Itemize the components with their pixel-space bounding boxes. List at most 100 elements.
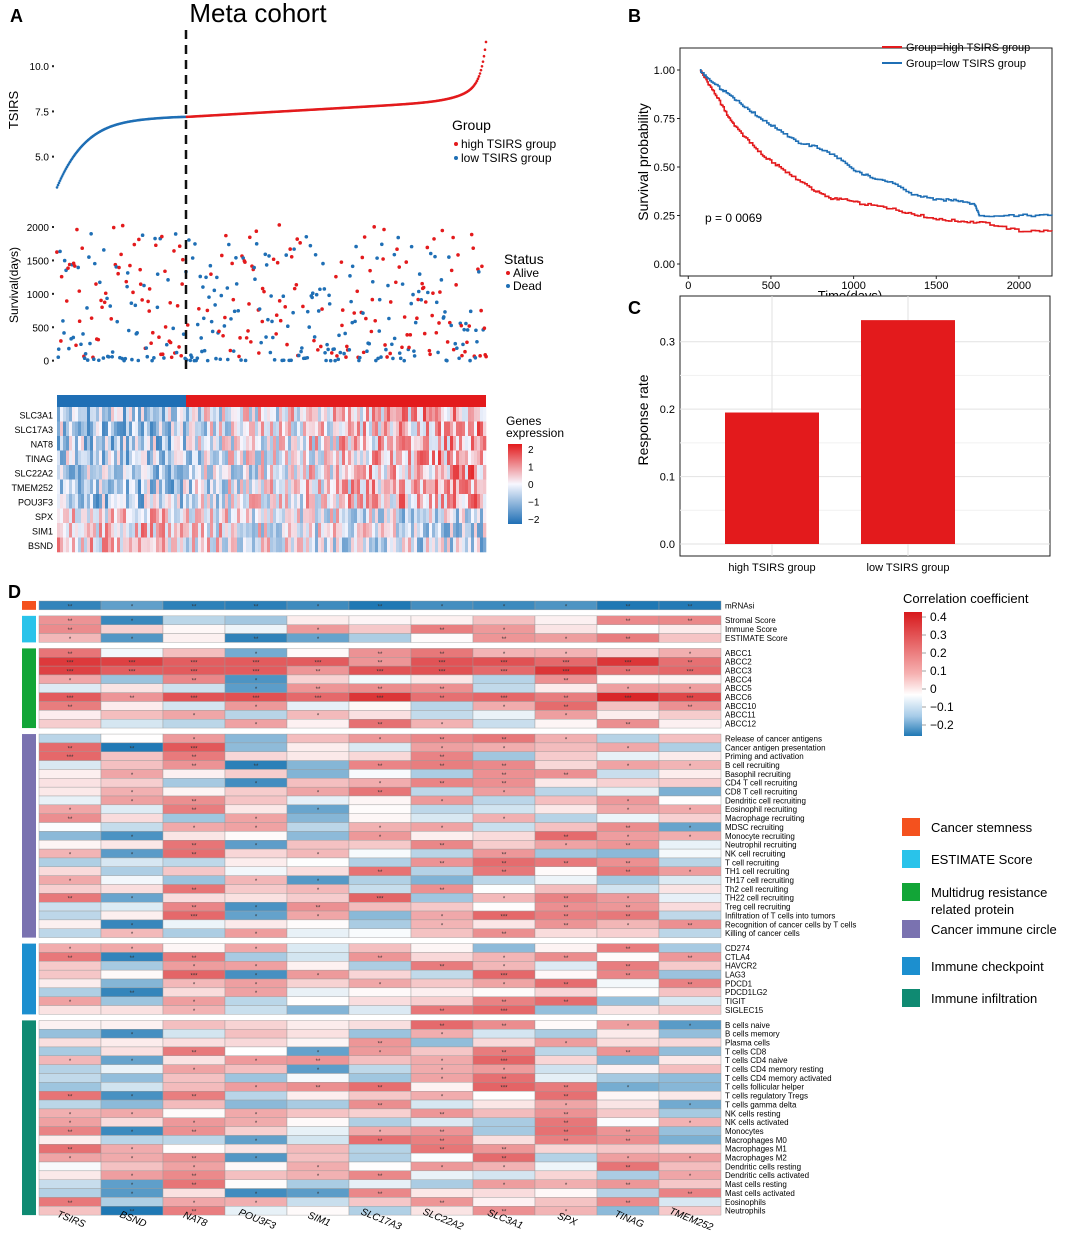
corr-significance: *** [190, 669, 198, 675]
corr-cell [38, 710, 102, 720]
corr-cell [286, 978, 350, 989]
gene-heat-cell [321, 537, 325, 553]
corr-cell [162, 987, 226, 997]
status-legend-alive: Alive [513, 266, 539, 280]
corr-cell [534, 987, 598, 997]
corr-cell [38, 1188, 102, 1198]
corr-significance: ** [378, 687, 383, 693]
survival-point [402, 358, 407, 363]
gene-heat-cell [393, 523, 397, 538]
gene-heat-cell [150, 436, 154, 451]
gene-heat-cell [192, 407, 196, 422]
gene-heat-cell [441, 494, 445, 509]
survival-point [237, 354, 241, 359]
corr-cell [348, 1144, 412, 1154]
gene-heat-cell [222, 436, 226, 451]
gene-heat-cell [462, 494, 466, 509]
survival-point [181, 257, 185, 262]
corr-cell [410, 866, 474, 876]
survival-point [324, 358, 328, 363]
gene-heat-cell [471, 523, 475, 538]
gene-heat-cell [444, 523, 448, 538]
gene-heat-cell [126, 479, 130, 495]
gene-heat-cell [204, 421, 208, 437]
gene-heat-cell [267, 407, 271, 422]
gene-heat-cell [81, 494, 85, 509]
corr-significance: ** [440, 1130, 445, 1136]
risk-point [480, 64, 484, 68]
gene-heat-cell [291, 523, 295, 538]
corr-cell [658, 633, 722, 643]
gene-heat-cell [294, 407, 298, 422]
survival-point [407, 345, 411, 350]
gene-heat-cell [468, 523, 472, 538]
corr-cell [286, 778, 350, 788]
gene-heat-cell [105, 494, 109, 509]
gene-heat-cell [252, 523, 256, 538]
survival-point [329, 351, 334, 355]
km-ytick-label: 1.00 [654, 65, 675, 77]
survival-point [180, 282, 184, 286]
corr-row-label: Eosinophil recruiting [725, 805, 797, 814]
gene-heat-cell [87, 407, 91, 422]
gene-heat-cell [126, 508, 130, 524]
gene-heat-cell [378, 465, 382, 480]
gene-heat-cell [390, 537, 394, 553]
gene-heat-cell [108, 436, 112, 451]
gene-heat-cell [327, 465, 331, 480]
gene-heat-cell [108, 450, 112, 466]
corr-significance: *** [66, 661, 74, 667]
gene-heat-cell [162, 508, 166, 524]
corr-significance: *** [190, 661, 198, 667]
corr-significance: * [317, 808, 320, 814]
corr-significance: * [441, 746, 444, 752]
gene-heat-cell [456, 537, 460, 553]
gene-heat-cell [342, 479, 346, 495]
gene-heat-cell [105, 479, 109, 495]
gene-heat-cell [342, 407, 346, 422]
gene-heat-cell [186, 508, 190, 524]
category-legend-label: related protein [931, 902, 1014, 917]
gene-heat-cell [189, 421, 193, 437]
corr-row-label: Monocyte recruiting [725, 832, 795, 841]
corr-significance: ** [378, 723, 383, 729]
survival-point [305, 309, 310, 314]
gene-heat-cell [201, 508, 205, 524]
gene-heat-cell [465, 508, 469, 524]
gene-heat-cell [246, 479, 250, 495]
gene-heat-cell [90, 537, 94, 553]
gene-heat-cell [381, 508, 385, 524]
corr-cell [596, 996, 660, 1006]
gene-heat-cell [285, 407, 289, 422]
corr-significance: * [503, 628, 506, 634]
corr-significance: * [69, 1121, 72, 1127]
survival-point [299, 349, 303, 354]
survival-point [142, 283, 146, 288]
corr-row-label: Release of cancer antigens [725, 734, 822, 743]
gene-heat-cell [198, 508, 202, 524]
gene-heat-cell [351, 494, 355, 509]
gene-heat-cell [255, 494, 259, 509]
gene-heat-cell [468, 508, 472, 524]
survival-point [83, 351, 88, 356]
survival-point [398, 356, 403, 361]
gene-heat-cell [147, 479, 151, 495]
gene-heat-cell [420, 421, 424, 437]
gene-heat-cell [285, 537, 289, 553]
corr-cell [410, 1179, 474, 1189]
gene-heat-cell [339, 494, 343, 509]
gene-heat-cell [438, 436, 442, 451]
gene-heat-cell [399, 465, 403, 480]
gene-heat-cell [129, 523, 133, 538]
gene-heat-cell [432, 450, 436, 466]
corr-significance: ** [688, 619, 693, 625]
gene-heat-cell [75, 407, 79, 422]
gene-heat-cell [465, 421, 469, 437]
corr-cell [596, 648, 660, 658]
gene-heat-cell [189, 523, 193, 538]
survival-point [480, 264, 484, 269]
corr-significance: * [565, 737, 568, 743]
gene-heat-cell [144, 450, 148, 466]
corr-cell [38, 795, 102, 806]
